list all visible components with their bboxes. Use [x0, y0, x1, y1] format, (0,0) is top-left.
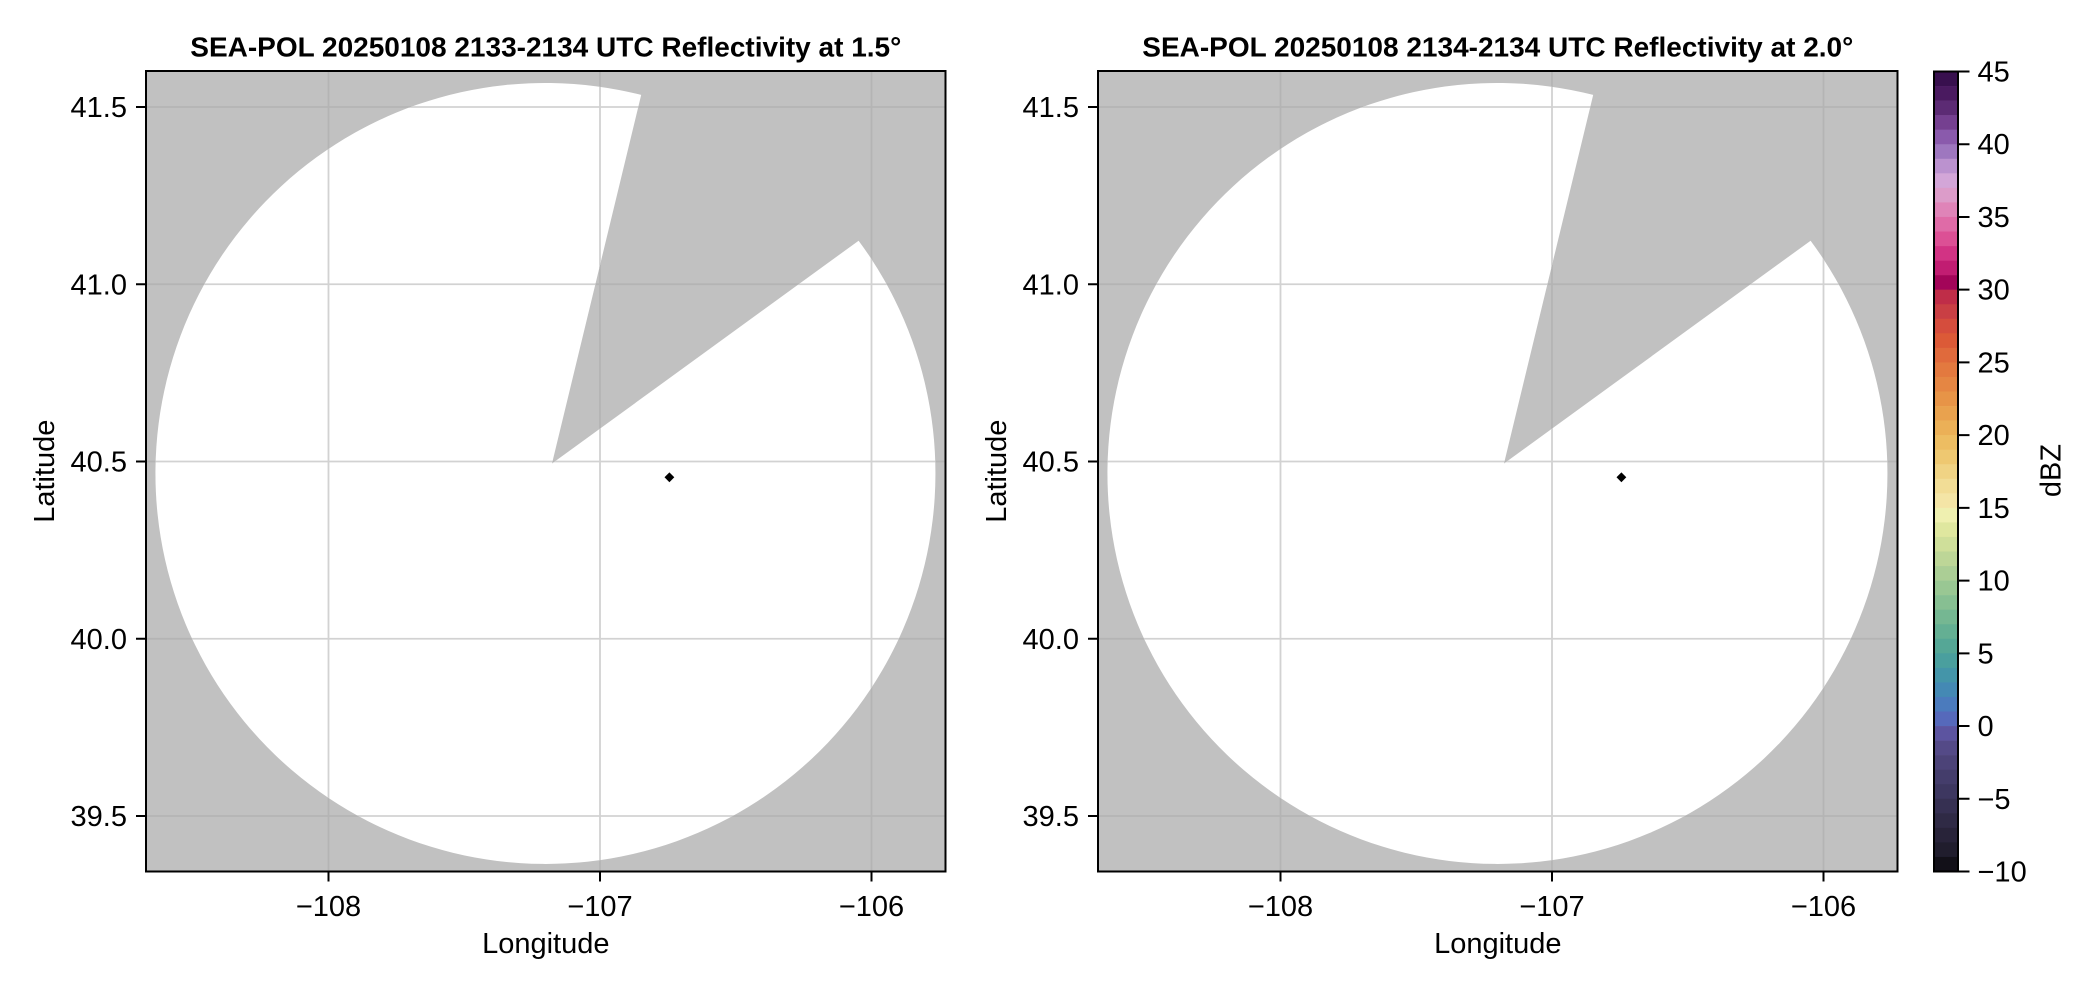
svg-text:−108: −108: [296, 891, 361, 923]
svg-text:Longitude: Longitude: [482, 928, 609, 960]
svg-text:40: 40: [1978, 129, 2010, 161]
svg-text:41.0: 41.0: [71, 269, 127, 301]
svg-text:40.5: 40.5: [71, 447, 127, 479]
svg-text:0: 0: [1978, 711, 1994, 743]
svg-text:−10: −10: [1978, 857, 2027, 889]
svg-text:30: 30: [1978, 275, 2010, 307]
svg-text:−107: −107: [567, 891, 632, 923]
svg-text:−106: −106: [839, 891, 904, 923]
svg-text:5: 5: [1978, 638, 1994, 670]
svg-text:SEA-POL 20250108 2134-2134 UTC: SEA-POL 20250108 2134-2134 UTC Reflectiv…: [1142, 32, 1853, 63]
svg-text:40.0: 40.0: [71, 624, 127, 656]
svg-text:40.0: 40.0: [1023, 624, 1079, 656]
svg-text:41.5: 41.5: [1023, 92, 1079, 124]
svg-text:10: 10: [1978, 566, 2010, 598]
svg-text:SEA-POL 20250108 2133-2134 UTC: SEA-POL 20250108 2133-2134 UTC Reflectiv…: [190, 32, 901, 63]
svg-text:−108: −108: [1248, 891, 1313, 923]
svg-text:20: 20: [1978, 420, 2010, 452]
svg-text:15: 15: [1978, 493, 2010, 525]
svg-text:39.5: 39.5: [1023, 801, 1079, 833]
svg-text:−106: −106: [1791, 891, 1856, 923]
svg-text:40.5: 40.5: [1023, 447, 1079, 479]
svg-text:41.0: 41.0: [1023, 269, 1079, 301]
svg-text:45: 45: [1978, 57, 2010, 89]
svg-text:Latitude: Latitude: [29, 420, 61, 523]
svg-text:39.5: 39.5: [71, 801, 127, 833]
svg-text:dBZ: dBZ: [2036, 444, 2068, 497]
svg-text:Latitude: Latitude: [981, 420, 1013, 523]
svg-text:41.5: 41.5: [71, 92, 127, 124]
svg-text:35: 35: [1978, 202, 2010, 234]
svg-text:−5: −5: [1978, 784, 2011, 816]
svg-text:25: 25: [1978, 347, 2010, 379]
svg-text:Longitude: Longitude: [1434, 928, 1561, 960]
svg-text:−107: −107: [1519, 891, 1584, 923]
